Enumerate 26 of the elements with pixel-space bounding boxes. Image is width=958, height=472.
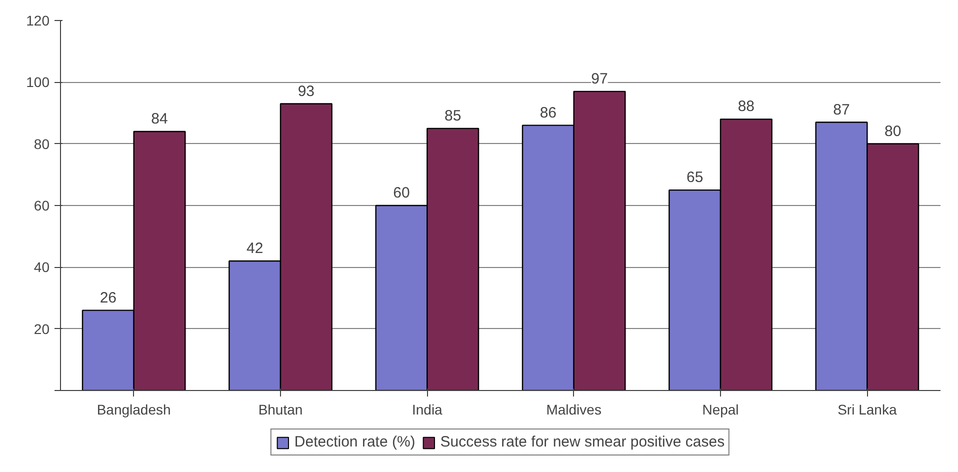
x-tick-label: Bangladesh bbox=[96, 402, 171, 418]
y-tick-label: 40 bbox=[34, 259, 50, 276]
y-tick-label: 60 bbox=[34, 198, 50, 214]
data-label: 42 bbox=[246, 240, 264, 257]
legend-label: Success rate for new smear positive cases bbox=[440, 434, 725, 450]
data-label: 86 bbox=[540, 104, 557, 122]
data-label: 84 bbox=[151, 110, 168, 128]
data-label: 65 bbox=[686, 169, 704, 186]
y-tick-label: 100 bbox=[26, 74, 50, 90]
data-label: 85 bbox=[444, 107, 462, 124]
data-label: 97 bbox=[591, 70, 608, 88]
y-tick-label: 80 bbox=[34, 136, 50, 152]
legend-label: Detection rate (%) bbox=[294, 434, 416, 450]
x-tick-label: Sri Lanka bbox=[838, 402, 897, 418]
x-tick-label: Maldives bbox=[546, 402, 602, 418]
data-label: 93 bbox=[298, 82, 315, 100]
data-label: 88 bbox=[738, 98, 755, 116]
x-tick-label: Bhutan bbox=[258, 402, 303, 418]
data-label: 26 bbox=[100, 289, 117, 306]
x-tick-label: Nepal bbox=[702, 402, 739, 418]
data-label: 60 bbox=[393, 184, 410, 202]
data-label: 87 bbox=[833, 101, 850, 118]
x-tick-label: India bbox=[412, 402, 443, 418]
y-tick-label: 120 bbox=[26, 12, 50, 28]
data-label: 80 bbox=[884, 122, 902, 140]
y-tick-label: 20 bbox=[34, 320, 50, 337]
